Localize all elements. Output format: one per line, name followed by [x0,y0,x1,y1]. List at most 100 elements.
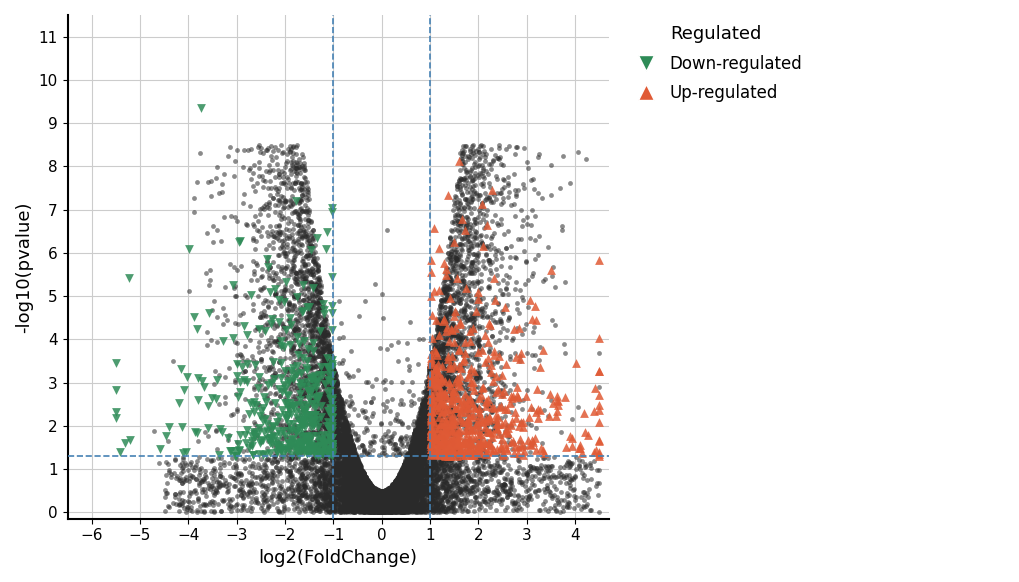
Point [343,453,360,463]
Point [384,481,400,490]
Point [400,501,417,510]
Point [528,408,544,417]
Point [173,499,190,508]
Point [359,481,375,490]
Point [363,502,379,511]
Point [372,497,388,506]
Point [359,488,375,498]
Point [384,500,400,509]
Point [348,474,365,484]
Point [284,489,301,498]
Point [298,372,314,382]
Point [375,496,391,506]
Point [437,434,453,443]
Point [346,477,363,487]
Point [419,502,435,512]
Point [284,442,301,452]
Point [380,490,396,499]
Point [233,485,250,495]
Point [405,482,421,492]
Point [378,495,394,504]
Point [435,351,451,360]
Point [410,480,426,489]
Point [410,468,426,477]
Point [432,442,448,452]
Point [373,497,389,506]
Point [285,291,302,300]
Point [377,506,393,515]
Point [303,217,319,226]
Point [571,462,587,471]
Point [494,289,511,299]
Point [326,378,342,388]
Point [415,466,431,475]
Point [407,431,423,441]
Point [540,466,556,475]
Point [467,493,483,502]
Point [309,286,325,296]
Point [419,411,435,421]
Point [416,451,432,460]
Point [503,444,520,453]
Point [297,423,313,432]
Point [439,357,455,366]
Point [386,481,403,490]
Point [408,502,424,511]
Point [415,508,431,517]
Point [326,404,342,414]
Point [389,498,406,507]
Point [369,495,385,504]
Point [319,395,335,404]
Point [351,471,367,480]
Point [373,495,389,505]
Point [376,495,392,504]
Point [421,398,437,407]
Point [340,489,357,498]
Point [441,445,458,454]
Point [320,441,336,450]
Point [386,483,403,492]
Point [357,503,373,513]
Point [353,502,369,511]
Point [590,449,606,459]
Point [370,496,386,506]
Point [384,482,400,491]
Point [538,484,554,493]
Point [361,505,377,514]
Point [386,498,403,508]
Point [327,393,343,403]
Point [465,257,481,266]
Point [393,482,410,491]
Point [305,282,321,291]
Point [459,362,475,371]
Point [449,262,466,271]
Point [311,311,327,321]
Point [311,293,327,303]
Point [411,434,427,443]
Point [247,432,263,442]
Point [434,469,450,478]
Point [352,496,368,506]
Point [427,431,443,441]
Point [369,496,385,506]
Point [335,441,352,450]
Point [438,485,454,495]
Point [289,325,306,334]
Point [561,431,578,440]
Point [342,481,359,490]
Point [449,436,466,446]
Point [486,465,502,474]
Point [328,489,344,499]
Point [354,487,370,496]
Point [365,485,381,495]
Point [423,438,439,447]
Point [299,371,315,380]
Point [420,481,436,490]
Point [416,435,432,445]
Point [446,389,463,399]
Point [398,494,415,503]
Point [365,492,381,502]
Point [408,464,424,473]
Point [315,472,331,481]
Point [480,366,496,375]
